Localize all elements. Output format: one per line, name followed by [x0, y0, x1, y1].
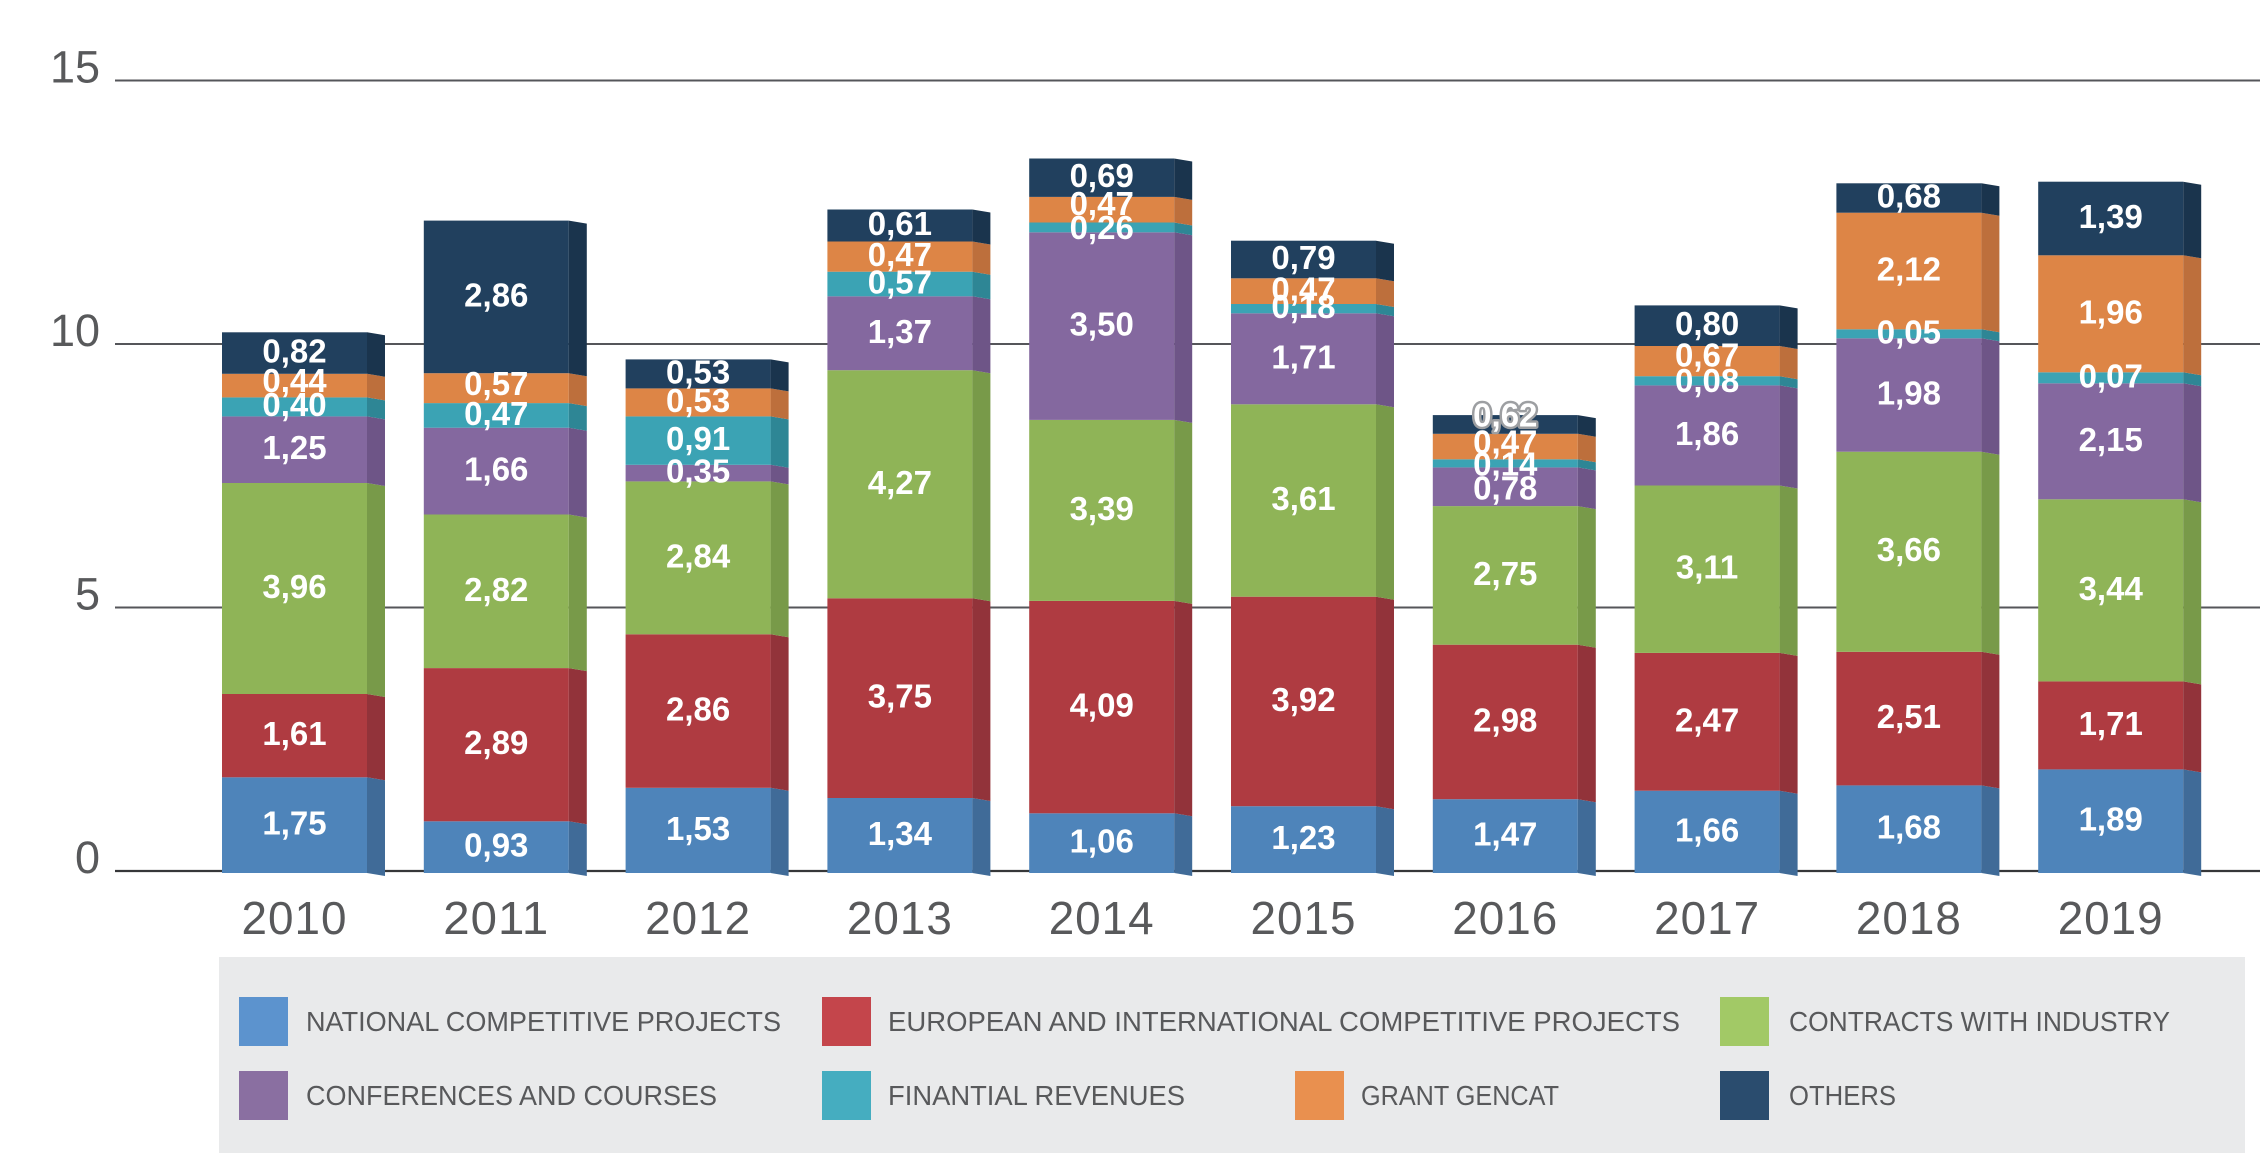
svg-text:0,05: 0,05: [1877, 313, 1941, 350]
svg-text:1,39: 1,39: [2079, 198, 2143, 235]
svg-text:5: 5: [75, 569, 100, 620]
svg-text:2,47: 2,47: [1675, 701, 1739, 738]
svg-text:0,91: 0,91: [666, 420, 730, 457]
svg-text:0,47: 0,47: [868, 236, 932, 273]
svg-text:1,37: 1,37: [868, 313, 932, 350]
svg-text:0,53: 0,53: [666, 382, 730, 419]
svg-text:2018: 2018: [1856, 892, 1962, 944]
svg-text:2019: 2019: [2058, 892, 2164, 944]
svg-text:2010: 2010: [242, 892, 348, 944]
svg-text:0,57: 0,57: [868, 264, 932, 301]
svg-text:0,82: 0,82: [262, 333, 326, 370]
svg-text:10: 10: [50, 305, 100, 356]
svg-text:1,25: 1,25: [262, 429, 326, 466]
svg-text:1,61: 1,61: [262, 715, 326, 752]
svg-text:CONTRACTS WITH INDUSTRY: CONTRACTS WITH INDUSTRY: [1789, 1006, 2170, 1037]
svg-text:2,82: 2,82: [464, 571, 528, 608]
svg-text:0,44: 0,44: [262, 362, 327, 399]
svg-text:1,98: 1,98: [1877, 375, 1941, 412]
svg-text:0,53: 0,53: [666, 353, 730, 390]
svg-text:CONFERENCES AND COURSES: CONFERENCES AND COURSES: [306, 1080, 717, 1111]
svg-text:1,71: 1,71: [1271, 338, 1335, 375]
svg-text:1,23: 1,23: [1271, 819, 1335, 856]
svg-text:1,75: 1,75: [262, 805, 326, 842]
svg-text:3,61: 3,61: [1271, 480, 1335, 517]
svg-text:0,68: 0,68: [1877, 178, 1941, 215]
svg-text:2,98: 2,98: [1473, 702, 1537, 739]
svg-text:4,09: 4,09: [1070, 687, 1134, 724]
svg-text:0,57: 0,57: [464, 365, 528, 402]
svg-text:0,67: 0,67: [1675, 337, 1739, 374]
svg-text:0,79: 0,79: [1271, 239, 1335, 276]
svg-text:0,08: 0,08: [1675, 362, 1739, 399]
svg-text:0,40: 0,40: [262, 386, 326, 423]
svg-text:EUROPEAN AND INTERNATIONAL COM: EUROPEAN AND INTERNATIONAL COMPETITIVE P…: [888, 1006, 1680, 1037]
svg-text:3,92: 3,92: [1271, 681, 1335, 718]
svg-text:3,39: 3,39: [1070, 490, 1134, 527]
svg-text:3,75: 3,75: [868, 678, 932, 715]
svg-text:2,86: 2,86: [666, 691, 730, 728]
svg-text:3,50: 3,50: [1070, 306, 1134, 343]
svg-text:1,86: 1,86: [1675, 415, 1739, 452]
svg-text:1,06: 1,06: [1070, 823, 1134, 860]
svg-text:0,18: 0,18: [1271, 288, 1335, 325]
svg-text:OTHERS: OTHERS: [1789, 1080, 1896, 1111]
svg-text:0,35: 0,35: [666, 453, 730, 490]
svg-text:0,26: 0,26: [1070, 209, 1134, 246]
svg-text:1,66: 1,66: [1675, 811, 1739, 848]
svg-text:GRANT GENCAT: GRANT GENCAT: [1361, 1080, 1559, 1111]
svg-text:3,66: 3,66: [1877, 531, 1941, 568]
svg-text:0,80: 0,80: [1675, 305, 1739, 342]
svg-text:0,62: 0,62: [1473, 397, 1537, 434]
svg-text:1,68: 1,68: [1877, 809, 1941, 846]
svg-text:0,61: 0,61: [868, 205, 932, 242]
svg-text:2014: 2014: [1049, 892, 1155, 944]
svg-text:2016: 2016: [1452, 892, 1558, 944]
svg-text:2,51: 2,51: [1877, 698, 1941, 735]
svg-text:3,11: 3,11: [1676, 549, 1738, 586]
svg-text:15: 15: [50, 42, 100, 93]
svg-text:0,07: 0,07: [2079, 357, 2143, 394]
svg-text:0,69: 0,69: [1070, 157, 1134, 194]
svg-text:2,15: 2,15: [2079, 421, 2143, 458]
svg-text:2,75: 2,75: [1473, 555, 1537, 592]
svg-text:2013: 2013: [847, 892, 953, 944]
svg-text:1,66: 1,66: [464, 451, 528, 488]
svg-text:3,44: 3,44: [2079, 570, 2144, 607]
svg-text:2012: 2012: [645, 892, 751, 944]
svg-text:0,93: 0,93: [464, 827, 528, 864]
svg-text:2,89: 2,89: [464, 724, 528, 761]
svg-text:FINANTIAL REVENUES: FINANTIAL REVENUES: [888, 1080, 1185, 1111]
svg-text:0,47: 0,47: [464, 395, 528, 432]
svg-text:1,47: 1,47: [1473, 816, 1537, 853]
svg-text:2017: 2017: [1654, 892, 1760, 944]
svg-text:1,53: 1,53: [666, 810, 730, 847]
svg-text:2,12: 2,12: [1877, 251, 1941, 288]
svg-text:1,96: 1,96: [2079, 293, 2143, 330]
svg-text:1,34: 1,34: [868, 815, 933, 852]
svg-text:2,84: 2,84: [666, 537, 731, 574]
svg-text:2011: 2011: [443, 892, 549, 944]
svg-text:0,14: 0,14: [1473, 445, 1538, 482]
svg-text:0,78: 0,78: [1473, 470, 1537, 507]
svg-text:3,96: 3,96: [262, 568, 326, 605]
svg-text:2,86: 2,86: [464, 276, 528, 313]
svg-text:0,47: 0,47: [1271, 271, 1335, 308]
svg-text:1,71: 1,71: [2079, 705, 2143, 742]
svg-text:0,47: 0,47: [1473, 423, 1537, 460]
svg-text:1,89: 1,89: [2079, 801, 2143, 838]
svg-text:0: 0: [75, 832, 100, 883]
svg-text:2015: 2015: [1251, 892, 1357, 944]
svg-text:0,47: 0,47: [1070, 185, 1134, 222]
svg-text:4,27: 4,27: [868, 464, 932, 501]
svg-text:NATIONAL COMPETITIVE PROJECTS: NATIONAL COMPETITIVE PROJECTS: [306, 1006, 781, 1037]
